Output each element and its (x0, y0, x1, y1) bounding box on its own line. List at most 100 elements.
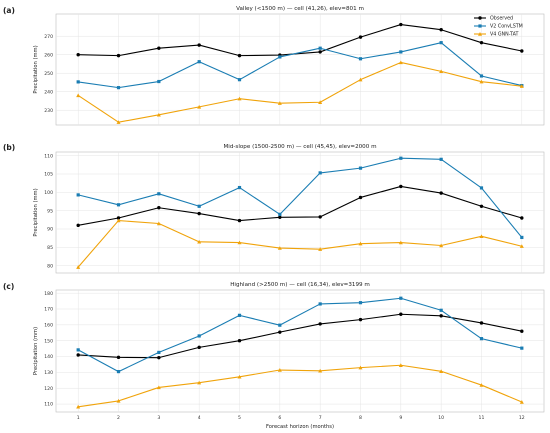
data-point (439, 243, 444, 248)
y-tick-label: 170 (44, 307, 53, 313)
data-point (358, 365, 363, 370)
data-point (318, 46, 322, 50)
series-v2-convlstm (76, 296, 524, 374)
data-point (399, 156, 403, 160)
legend-entry: V2 ConvLSTM (490, 24, 523, 30)
data-point (197, 43, 201, 47)
data-point (479, 79, 484, 84)
data-point (318, 171, 322, 175)
data-point (76, 223, 80, 228)
data-point (157, 206, 161, 210)
data-point (358, 241, 363, 246)
data-point (237, 374, 242, 379)
data-point (116, 216, 121, 220)
y-tick-label: 110 (44, 153, 53, 159)
panel-label: (c) (3, 282, 14, 291)
data-point (197, 104, 202, 109)
data-point (520, 329, 524, 333)
y-tick-label: 120 (44, 386, 53, 392)
data-point (358, 57, 363, 61)
data-point (520, 235, 524, 240)
data-point (116, 86, 121, 90)
panel-title: Valley (<1500 m) — cell (41,26), elev=80… (236, 6, 364, 12)
data-point (519, 400, 524, 404)
series-line (78, 185, 522, 226)
y-tick-label: 180 (44, 291, 53, 297)
data-point (479, 40, 484, 45)
data-point (439, 41, 443, 45)
data-point (277, 246, 282, 250)
data-point (157, 355, 161, 360)
data-point (358, 301, 363, 305)
y-axis-label: Precipitation (mm) (33, 327, 39, 375)
y-tick-label: 90 (47, 227, 53, 233)
data-point (519, 84, 524, 88)
data-point (398, 60, 403, 65)
series-line (78, 42, 522, 89)
data-point (237, 96, 242, 101)
panel-title: Highland (>2500 m) — cell (16,34), elev=… (230, 282, 370, 288)
data-point (237, 313, 242, 317)
data-point (399, 22, 403, 27)
data-point (76, 80, 80, 84)
data-point (318, 215, 322, 219)
x-tick-label: 10 (438, 415, 444, 421)
data-point (76, 265, 81, 269)
data-point (278, 55, 282, 59)
data-point (76, 93, 81, 98)
data-point (479, 321, 484, 325)
legend-entry: Observed (490, 16, 513, 22)
data-point (278, 212, 282, 216)
plot-area (55, 151, 545, 274)
data-point (277, 368, 282, 372)
data-point (479, 186, 484, 190)
data-point (399, 312, 403, 316)
data-point (197, 204, 201, 208)
series-v4-gnn-tat (76, 218, 524, 269)
y-tick-label: 100 (44, 190, 53, 196)
y-tick-label: 110 (44, 402, 53, 408)
data-point (76, 353, 80, 357)
data-point (439, 314, 443, 318)
y-tick-label: 140 (44, 354, 53, 360)
data-point (318, 50, 322, 54)
y-tick-label: 95 (47, 208, 53, 214)
data-point (197, 211, 201, 216)
series-line (78, 364, 523, 408)
series-observed (76, 184, 524, 228)
y-axis-label: Precipitation (mm) (33, 45, 39, 93)
series-line (77, 297, 522, 373)
data-point (237, 53, 242, 58)
data-point (479, 383, 484, 387)
x-tick-label: 6 (278, 415, 281, 421)
plot-area (55, 13, 545, 126)
data-point (237, 78, 242, 82)
data-point (116, 53, 121, 58)
data-point (116, 369, 121, 374)
x-tick-label: 5 (238, 415, 241, 421)
data-point (439, 69, 444, 74)
x-tick-label: 2 (117, 415, 120, 421)
data-point (439, 369, 444, 373)
y-tick-label: 270 (44, 34, 53, 40)
legend-swatch-marker (478, 24, 482, 28)
data-point (157, 79, 161, 84)
series-v4-gnn-tat (76, 60, 524, 124)
series-line (77, 61, 522, 123)
panel-title: Mid-slope (1500-2500 m) — cell (45,45), … (223, 144, 376, 150)
data-point (237, 218, 242, 223)
data-point (197, 334, 201, 338)
data-point (76, 404, 81, 409)
data-point (116, 398, 121, 403)
data-point (439, 308, 443, 312)
y-tick-label: 130 (44, 370, 53, 376)
data-point (358, 317, 363, 322)
x-tick-label: 9 (399, 415, 402, 421)
data-point (76, 193, 80, 197)
data-point (399, 50, 403, 54)
y-tick-label: 105 (44, 172, 53, 178)
y-tick-label: 160 (44, 322, 53, 328)
data-point (277, 101, 282, 105)
data-point (156, 221, 161, 226)
